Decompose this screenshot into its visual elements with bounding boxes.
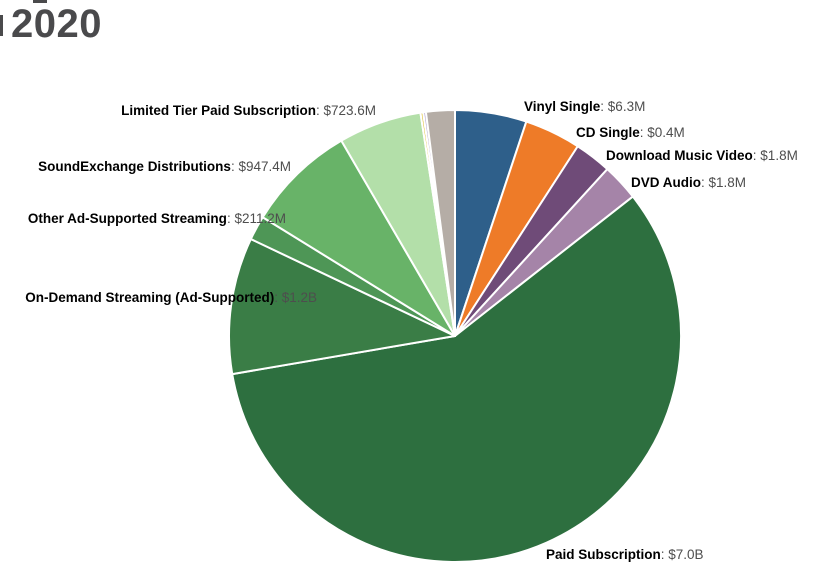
slice-label-value: $723.6M (323, 103, 376, 118)
slice-label-separator: : (752, 148, 761, 163)
crop-artifact-top (33, 0, 47, 3)
slice-label-download-music-video: Download Music Video: $1.8M (606, 148, 798, 164)
slice-label-separator: : (230, 159, 239, 174)
pie-chart[interactable] (225, 106, 685, 566)
slice-label-name: CD Single (576, 125, 640, 140)
slice-label-limited-tier-paid-subscription: Limited Tier Paid Subscription: $723.6M (121, 103, 376, 119)
slice-label-name: SoundExchange Distributions (38, 159, 231, 174)
slice-label-separator: : (315, 103, 324, 118)
slice-label-value: $1.8M (708, 175, 747, 190)
pie-slice-on-demand-streaming-ad-supported[interactable] (228, 238, 456, 376)
slice-label-on-demand-streaming: On-Demand Streaming (Ad-Supported): $1.2… (25, 290, 317, 306)
slice-label-name: Paid Subscription (546, 547, 661, 562)
slice-label-value: $0.4M (647, 125, 685, 140)
pie-slice-s12[interactable] (424, 108, 456, 337)
slice-label-soundexchange-distributions: SoundExchange Distributions: $947.4M (38, 159, 291, 175)
slice-label-value: $7.0B (668, 547, 704, 562)
slice-label-separator: : (226, 211, 235, 226)
slice-label-separator: : (701, 175, 709, 190)
slice-label-name: DVD Audio (631, 175, 701, 190)
page-title: 2020 (11, 2, 102, 46)
slice-label-separator: : (600, 99, 608, 114)
slice-label-vinyl-single: Vinyl Single: $6.3M (524, 99, 645, 115)
pie-slice-soundexchange-distributions[interactable] (261, 139, 456, 337)
slice-label-dvd-audio: DVD Audio: $1.8M (631, 175, 746, 191)
slice-label-name: Other Ad-Supported Streaming (27, 211, 227, 226)
slice-label-paid-subscription: Paid Subscription: $7.0B (546, 547, 704, 563)
crop-artifact-left (0, 15, 3, 36)
slice-label-name: Limited Tier Paid Subscription (121, 103, 316, 118)
slice-label-separator: : (274, 290, 282, 305)
pie-slice-paid-subscription[interactable] (231, 195, 682, 563)
slice-label-cd-single: CD Single: $0.4M (576, 125, 685, 141)
slice-label-name: Download Music Video (606, 148, 753, 163)
slice-label-separator: : (660, 547, 669, 562)
slice-label-value: $947.4M (238, 159, 291, 174)
slice-label-other-ad-supported-streaming: Other Ad-Supported Streaming: $211.2M (28, 211, 286, 227)
slice-label-name: On-Demand Streaming (Ad-Supported) (25, 290, 275, 305)
slice-label-value: $6.3M (607, 99, 646, 114)
slice-label-value: $1.2B (281, 290, 317, 305)
slice-label-separator: : (639, 125, 648, 140)
slice-label-name: Vinyl Single (524, 99, 601, 114)
slice-label-value: $1.8M (760, 148, 798, 163)
slice-label-value: $211.2M (234, 211, 286, 226)
